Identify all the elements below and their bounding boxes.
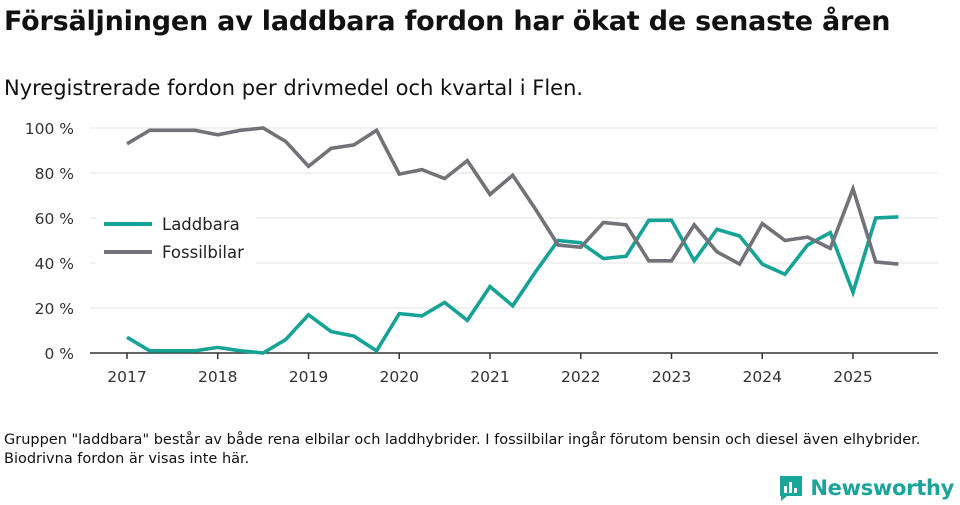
y-tick-label: 0 %	[44, 345, 74, 363]
legend-background	[96, 206, 256, 268]
y-tick-label: 60 %	[35, 210, 74, 228]
y-tick-label: 40 %	[35, 255, 74, 273]
y-tick-label: 100 %	[25, 120, 74, 138]
x-tick-label: 2018	[198, 368, 237, 386]
legend: Laddbara Fossilbilar	[96, 206, 256, 268]
line-chart: 0 % 20 % 40 % 60 % 80 % 100 % 2017 2018 2019 2020…	[25, 120, 938, 386]
series-lines	[126, 126, 899, 355]
y-tick-label: 20 %	[35, 300, 74, 318]
series-line-laddbara	[126, 215, 899, 355]
x-tick-label: 2021	[470, 368, 509, 386]
x-tick-label: 2025	[833, 368, 872, 386]
page-subtitle: Nyregistrerade fordon per drivmedel och …	[4, 76, 584, 100]
x-tick-label: 2019	[289, 368, 328, 386]
footnote: Gruppen "laddbara" består av både rena e…	[4, 432, 921, 467]
x-tick-label: 2023	[652, 368, 691, 386]
x-tick-label: 2020	[380, 368, 419, 386]
series-line-fossilbilar	[126, 126, 899, 267]
brand: Newsworthy	[778, 474, 954, 502]
x-tick-label: 2024	[743, 368, 782, 386]
x-tick-label: 2022	[561, 368, 600, 386]
newsworthy-logo-icon	[780, 476, 803, 501]
legend-label-fossilbilar: Fossilbilar	[162, 243, 244, 262]
page-title: Försäljningen av laddbara fordon har öka…	[4, 6, 891, 37]
legend-label-laddbara: Laddbara	[162, 215, 240, 234]
x-tick-label: 2017	[107, 368, 146, 386]
brand-name: Newsworthy	[810, 476, 954, 500]
axes: 0 % 20 % 40 % 60 % 80 % 100 % 2017 2018 2019 2020…	[25, 120, 938, 386]
y-tick-label: 80 %	[35, 165, 74, 183]
